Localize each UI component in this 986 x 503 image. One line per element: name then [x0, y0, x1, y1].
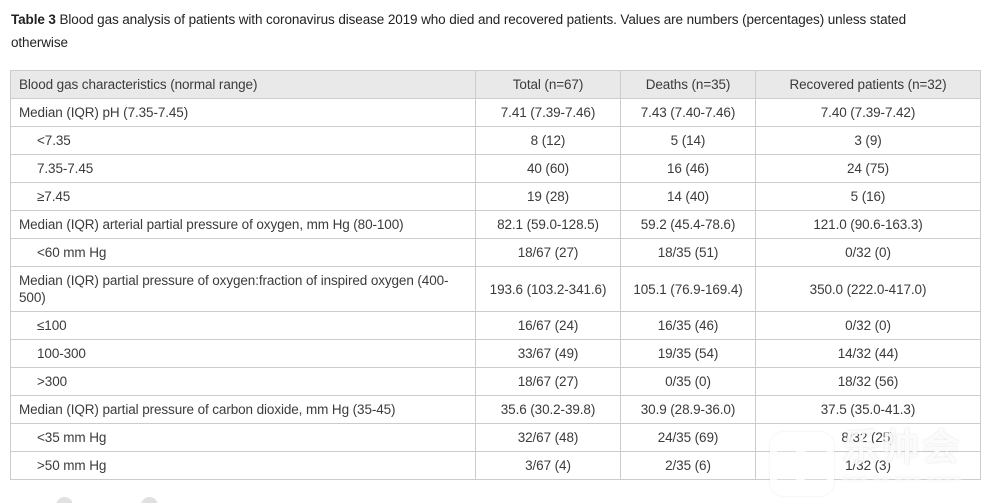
- cell-value: 193.6 (103.2-341.6): [475, 266, 621, 312]
- cell-value: 19 (28): [475, 182, 621, 211]
- table-caption-text: Blood gas analysis of patients with coro…: [11, 12, 906, 50]
- cell-value: 5 (14): [620, 126, 756, 155]
- cell-value: 7.40 (7.39-7.42): [755, 98, 981, 127]
- table-header: Blood gas characteristics (normal range)…: [10, 70, 981, 99]
- cutoff-circle: [56, 497, 73, 503]
- row-label: >50 mm Hg: [10, 451, 476, 480]
- column-header: Blood gas characteristics (normal range): [10, 70, 476, 99]
- table-row: Median (IQR) arterial partial pressure o…: [10, 210, 981, 239]
- column-header: Deaths (n=35): [620, 70, 756, 99]
- table-row: ≥7.45 19 (28) 14 (40) 5 (16): [10, 182, 981, 211]
- table-row: 100-300 33/67 (49) 19/35 (54) 14/32 (44): [10, 339, 981, 368]
- cell-value: 7.41 (7.39-7.46): [475, 98, 621, 127]
- cell-value: 14 (40): [620, 182, 756, 211]
- row-label: 7.35-7.45: [10, 154, 476, 183]
- cell-value: 1/32 (3): [755, 451, 981, 480]
- row-label: <7.35: [10, 126, 476, 155]
- table-caption-label: Table 3: [11, 12, 56, 27]
- cell-value: 8/32 (25): [755, 423, 981, 452]
- row-label: Median (IQR) arterial partial pressure o…: [10, 210, 476, 239]
- cell-value: 19/35 (54): [620, 339, 756, 368]
- cell-value: 0/32 (0): [755, 311, 981, 340]
- cell-value: 59.2 (45.4-78.6): [620, 210, 756, 239]
- cell-value: 16/35 (46): [620, 311, 756, 340]
- column-header: Recovered patients (n=32): [755, 70, 981, 99]
- row-label: ≥7.45: [10, 182, 476, 211]
- cell-value: 18/35 (51): [620, 238, 756, 267]
- table-caption: Table 3 Blood gas analysis of patients w…: [11, 8, 963, 54]
- table-row: 7.35-7.45 40 (60) 16 (46) 24 (75): [10, 154, 981, 183]
- cell-value: 2/35 (6): [620, 451, 756, 480]
- header-row: Blood gas characteristics (normal range)…: [10, 70, 981, 99]
- cell-value: 105.1 (76.9-169.4): [620, 266, 756, 312]
- cell-value: 33/67 (49): [475, 339, 621, 368]
- column-header: Total (n=67): [475, 70, 621, 99]
- cell-value: 16/67 (24): [475, 311, 621, 340]
- cell-value: 18/67 (27): [475, 367, 621, 396]
- cell-value: 18/67 (27): [475, 238, 621, 267]
- table-body: Median (IQR) pH (7.35-7.45) 7.41 (7.39-7.…: [10, 98, 981, 480]
- row-label: Median (IQR) partial pressure of oxygen:…: [10, 266, 476, 312]
- cell-value: 7.43 (7.40-7.46): [620, 98, 756, 127]
- cell-value: 0/32 (0): [755, 238, 981, 267]
- table-row: <60 mm Hg 18/67 (27) 18/35 (51) 0/32 (0): [10, 238, 981, 267]
- cell-value: 5 (16): [755, 182, 981, 211]
- row-label: >300: [10, 367, 476, 396]
- table-row: >50 mm Hg 3/67 (4) 2/35 (6) 1/32 (3): [10, 451, 981, 480]
- cell-value: 18/32 (56): [755, 367, 981, 396]
- table-row: >300 18/67 (27) 0/35 (0) 18/32 (56): [10, 367, 981, 396]
- row-label: <60 mm Hg: [10, 238, 476, 267]
- row-label: 100-300: [10, 339, 476, 368]
- table-row: <7.35 8 (12) 5 (14) 3 (9): [10, 126, 981, 155]
- cell-value: 32/67 (48): [475, 423, 621, 452]
- row-label: ≤100: [10, 311, 476, 340]
- cell-value: 0/35 (0): [620, 367, 756, 396]
- table-row: Median (IQR) partial pressure of carbon …: [10, 395, 981, 424]
- cell-value: 3 (9): [755, 126, 981, 155]
- cutoff-circle: [141, 497, 158, 503]
- cell-value: 3/67 (4): [475, 451, 621, 480]
- cell-value: 82.1 (59.0-128.5): [475, 210, 621, 239]
- row-label: <35 mm Hg: [10, 423, 476, 452]
- cell-value: 24/35 (69): [620, 423, 756, 452]
- cell-value: 35.6 (30.2-39.8): [475, 395, 621, 424]
- cell-value: 350.0 (222.0-417.0): [755, 266, 981, 312]
- row-label: Median (IQR) partial pressure of carbon …: [10, 395, 476, 424]
- cell-value: 30.9 (28.9-36.0): [620, 395, 756, 424]
- cell-value: 24 (75): [755, 154, 981, 183]
- cell-value: 14/32 (44): [755, 339, 981, 368]
- cell-value: 37.5 (35.0-41.3): [755, 395, 981, 424]
- blood-gas-table: Blood gas characteristics (normal range)…: [10, 70, 981, 480]
- cell-value: 121.0 (90.6-163.3): [755, 210, 981, 239]
- cell-value: 8 (12): [475, 126, 621, 155]
- table-row: Median (IQR) pH (7.35-7.45) 7.41 (7.39-7.…: [10, 98, 981, 127]
- row-label: Median (IQR) pH (7.35-7.45): [10, 98, 476, 127]
- cell-value: 16 (46): [620, 154, 756, 183]
- table-row: ≤100 16/67 (24) 16/35 (46) 0/32 (0): [10, 311, 981, 340]
- table-row: Median (IQR) partial pressure of oxygen:…: [10, 266, 981, 312]
- table-row: <35 mm Hg 32/67 (48) 24/35 (69) 8/32 (25): [10, 423, 981, 452]
- cell-value: 40 (60): [475, 154, 621, 183]
